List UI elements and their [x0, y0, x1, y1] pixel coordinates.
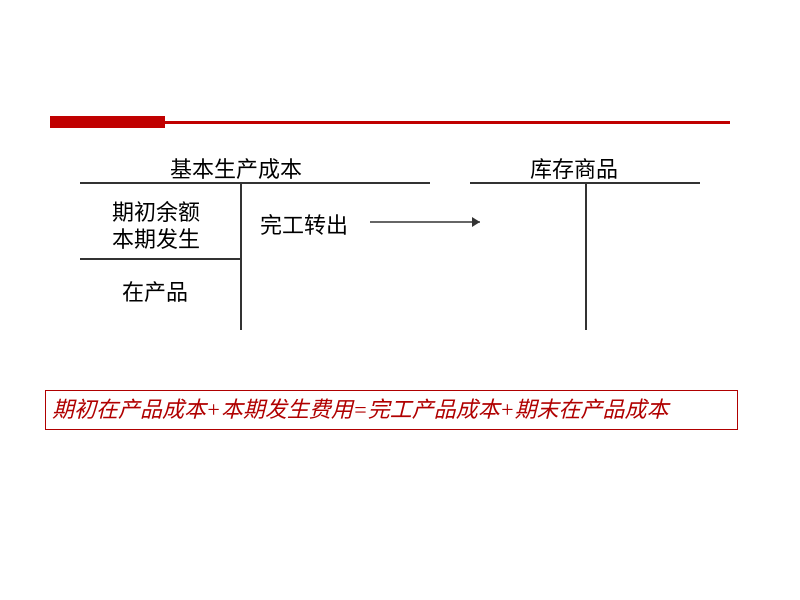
left-t-vert — [240, 182, 242, 330]
label-left-bottom: 在产品 — [122, 275, 188, 307]
header-right: 库存商品 — [530, 152, 618, 184]
right-t-vert — [585, 182, 587, 330]
transfer-arrow — [370, 212, 490, 232]
label-left-top2: 本期发生 — [112, 222, 200, 254]
slide: { "layout": { "canvas_width": 800, "canv… — [0, 0, 800, 600]
header-left: 基本生产成本 — [170, 152, 302, 184]
left-t-mid — [80, 258, 240, 260]
formula-box: 期初在产品成本+本期发生费用=完工产品成本+期末在产品成本 — [45, 390, 738, 430]
accent-bar-thin — [165, 121, 730, 124]
accent-bar-thick — [50, 116, 165, 128]
label-center: 完工转出 — [260, 208, 348, 240]
left-t-top — [80, 182, 430, 184]
